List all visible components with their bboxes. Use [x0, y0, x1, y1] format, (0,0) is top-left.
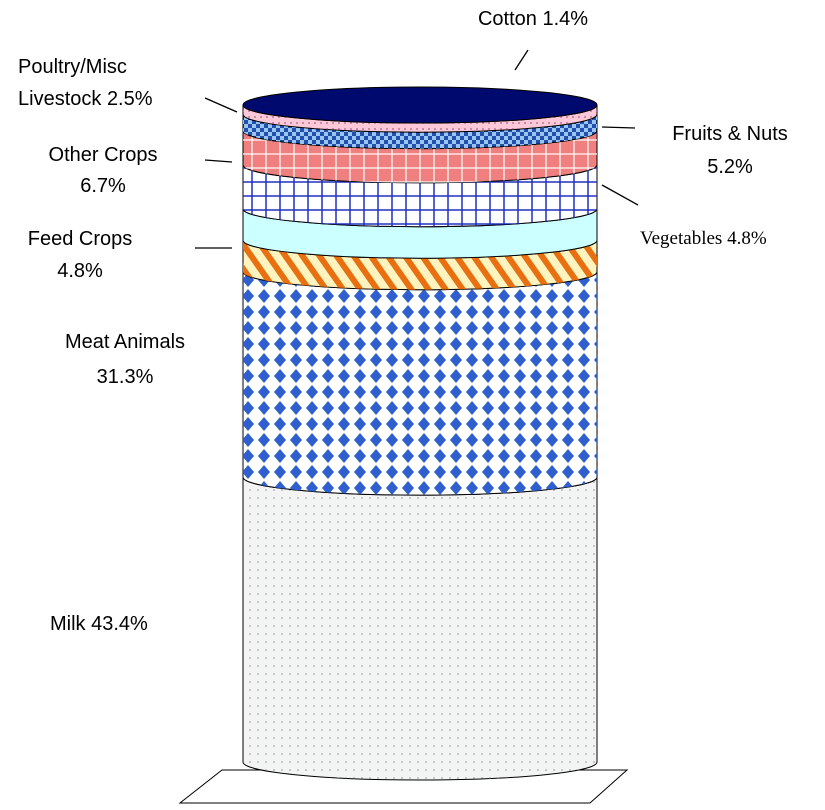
data-label: 6.7%: [80, 175, 126, 197]
category-label: Other Crops: [49, 144, 158, 166]
category-label: Vegetables: [640, 228, 722, 249]
data-label: 5.2%: [707, 156, 753, 178]
segment-pattern: [243, 130, 597, 183]
segment-pattern: [243, 164, 597, 227]
leader-line: [514, 49, 529, 71]
value-label: 31.3%: [97, 366, 154, 388]
value-label: 4.8%: [727, 228, 767, 249]
category-label: Livestock: [18, 88, 102, 110]
data-label: Other Crops: [49, 144, 158, 166]
data-label: Cotton 1.4%: [478, 8, 588, 30]
data-label: Meat Animals: [65, 331, 185, 353]
floor: [178, 769, 629, 804]
segment-pattern: [243, 240, 597, 290]
category-label: Feed Crops: [28, 228, 133, 250]
cylinder: [242, 86, 598, 781]
category-label: Meat Animals: [65, 331, 185, 353]
category-label: Cotton: [478, 8, 537, 30]
segment-pattern: [243, 105, 597, 133]
value-label: 1.4%: [542, 8, 588, 30]
category-label: Poultry/Misc: [18, 56, 127, 78]
data-label: Fruits & Nuts: [672, 123, 788, 145]
data-label: 4.8%: [57, 260, 103, 282]
segment-pattern: [243, 271, 597, 496]
value-label: 2.5%: [107, 88, 153, 110]
data-label: Vegetables 4.8%: [640, 228, 767, 249]
value-label: 4.8%: [57, 260, 103, 282]
data-label: Poultry/Misc: [18, 56, 127, 78]
value-label: 6.7%: [80, 175, 126, 197]
leader-line: [601, 126, 636, 129]
category-label: Milk: [50, 613, 87, 635]
data-label: Milk 43.4%: [50, 613, 148, 635]
value-label: 5.2%: [707, 156, 753, 178]
data-label: Livestock 2.5%: [18, 88, 153, 110]
value-label: 43.4%: [91, 613, 148, 635]
leader-line: [204, 97, 238, 113]
category-label: Fruits & Nuts: [672, 123, 788, 145]
segment-pattern: [243, 208, 597, 259]
data-label: 31.3%: [97, 366, 154, 388]
data-label: Feed Crops: [28, 228, 133, 250]
segment-pattern: [243, 114, 597, 149]
segment-pattern: [243, 477, 597, 780]
labels: Milk 43.4% Meat Animals 31.3% Feed Crops 4.8…: [18, 8, 788, 635]
cylinder-top: [242, 86, 598, 124]
leader-line: [204, 159, 233, 163]
leader-line: [601, 184, 639, 206]
